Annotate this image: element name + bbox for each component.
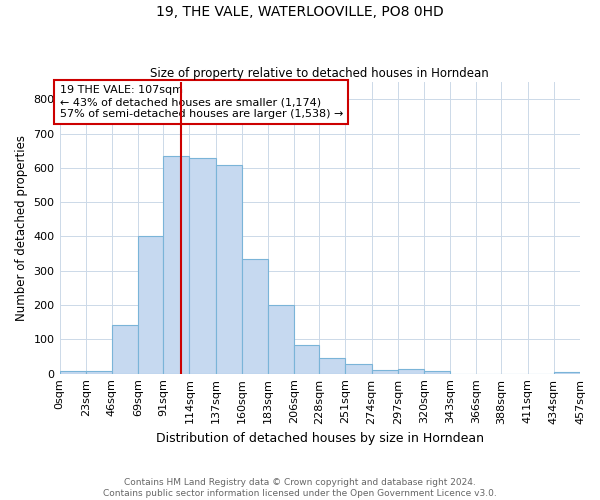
Text: Contains HM Land Registry data © Crown copyright and database right 2024.
Contai: Contains HM Land Registry data © Crown c…	[103, 478, 497, 498]
Bar	[242, 258, 268, 374]
Bar	[59, 372, 86, 374]
Bar	[294, 344, 319, 374]
Bar	[319, 358, 346, 374]
X-axis label: Distribution of detached houses by size in Horndean: Distribution of detached houses by size …	[156, 432, 484, 445]
Bar	[554, 372, 580, 374]
Bar	[190, 158, 215, 374]
Title: Size of property relative to detached houses in Horndean: Size of property relative to detached ho…	[151, 66, 489, 80]
Text: 19 THE VALE: 107sqm
← 43% of detached houses are smaller (1,174)
57% of semi-det: 19 THE VALE: 107sqm ← 43% of detached ho…	[59, 86, 343, 118]
Bar	[268, 305, 294, 374]
Text: 19, THE VALE, WATERLOOVILLE, PO8 0HD: 19, THE VALE, WATERLOOVILLE, PO8 0HD	[156, 5, 444, 19]
Bar	[424, 371, 450, 374]
Bar	[163, 156, 190, 374]
Y-axis label: Number of detached properties: Number of detached properties	[15, 135, 28, 321]
Bar	[398, 369, 424, 374]
Bar	[112, 324, 138, 374]
Bar	[371, 370, 398, 374]
Bar	[138, 236, 163, 374]
Bar	[215, 166, 242, 374]
Bar	[346, 364, 371, 374]
Bar	[86, 372, 112, 374]
